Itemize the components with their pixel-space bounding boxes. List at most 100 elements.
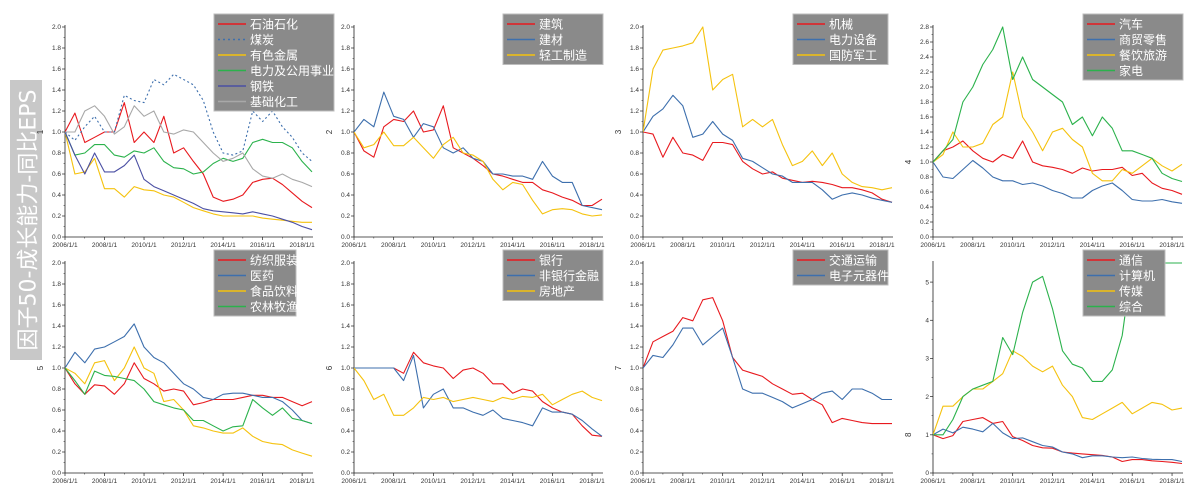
series-line-4	[65, 367, 313, 432]
y-tick-label: 1.6	[630, 302, 639, 309]
y-tick-label: 1.0	[341, 365, 350, 372]
series-line-4	[65, 131, 313, 175]
series-line-1	[354, 105, 603, 207]
x-tick-label: 2016/1/1	[250, 242, 276, 249]
chart-panel-1: 0.0 0.2 0.4 0.6 0.8 1.0 1.2 1.4 1.6 1.8 2.0 1 2006/1…	[36, 13, 335, 249]
x-tick-label: 2008/1/1	[960, 242, 986, 249]
legend-label: 电子元器件	[829, 269, 889, 283]
legend-label: 电力设备	[829, 33, 877, 47]
series-line-2	[65, 73, 313, 162]
chart-panel-7: 0.0 0.2 0.4 0.6 0.8 1.0 1.2 1.4 1.6 1.8 2.0 7 2006/1…	[614, 249, 895, 485]
x-tick-label: 2016/1/1	[250, 478, 276, 485]
y-tick-label: 1.0	[630, 129, 639, 136]
y-tick-label: 1.2	[341, 344, 350, 351]
legend-label: 传媒	[1119, 284, 1143, 299]
figure-title: 因子50-成长能力-同比EPS	[10, 80, 42, 360]
y-axis-title: 5	[36, 365, 45, 370]
y-tick-label: 0.6	[630, 171, 639, 178]
y-tick-label: 1.6	[52, 66, 61, 73]
y-tick-label: 0.0	[630, 234, 639, 241]
y-tick-label: 1.6	[920, 114, 929, 121]
y-tick-label: 0.0	[52, 234, 61, 241]
y-tick-label: 2.0	[341, 24, 350, 31]
y-tick-label: 1.2	[52, 344, 61, 351]
x-tick-label: 2016/1/1	[830, 242, 856, 249]
x-tick-label: 2014/1/1	[790, 242, 816, 249]
y-tick-label: 1.8	[630, 281, 639, 288]
y-tick-label: 0.6	[341, 171, 350, 178]
series-line-1	[643, 131, 893, 203]
legend-label: 汽车	[1119, 17, 1143, 32]
legend-label: 建材	[539, 33, 563, 47]
legend-label: 钢铁	[250, 80, 274, 94]
x-tick-label: 2008/1/1	[381, 478, 407, 485]
series-line-1	[643, 297, 892, 425]
y-tick-label: 1.0	[52, 129, 61, 136]
legend-label: 银行	[539, 254, 563, 268]
y-tick-label: 1	[925, 432, 929, 439]
x-tick-label: 2014/1/1	[210, 478, 236, 485]
legend-box	[213, 249, 297, 317]
y-tick-label: 1.2	[920, 144, 929, 151]
legend-label: 有色金属	[250, 48, 298, 63]
y-tick-label: 2.0	[630, 260, 639, 267]
series-line-2	[643, 327, 892, 409]
y-tick-label: 2.0	[920, 84, 929, 91]
y-tick-label: 1.4	[52, 323, 61, 330]
series-line-2	[933, 422, 1183, 463]
series-line-6	[65, 105, 313, 188]
y-tick-label: 0.2	[341, 449, 350, 456]
series-line-2	[354, 91, 603, 211]
y-tick-label: 0.2	[630, 449, 639, 456]
x-tick-label: 2018/1/1	[869, 242, 895, 249]
x-tick-label: 2010/1/1	[421, 242, 447, 249]
x-tick-label: 2018/1/1	[1159, 242, 1185, 249]
y-tick-label: 0.0	[341, 234, 350, 241]
y-tick-label: 0.4	[630, 192, 639, 199]
legend-label: 非银行金融	[539, 268, 599, 283]
legend-box	[213, 13, 335, 112]
x-tick-label: 2010/1/1	[421, 478, 447, 485]
y-tick-label: 0.0	[630, 470, 639, 477]
y-tick-label: 1.4	[341, 87, 350, 94]
y-tick-label: 2.2	[920, 69, 929, 76]
x-tick-label: 2018/1/1	[289, 478, 315, 485]
y-tick-label: 1.8	[52, 45, 61, 52]
legend-label: 轻工制造	[539, 49, 587, 63]
y-tick-label: 0.8	[52, 386, 61, 393]
y-tick-label: 1.8	[341, 45, 350, 52]
x-tick-label: 2006/1/1	[341, 242, 367, 249]
y-tick-label: 0.4	[630, 428, 639, 435]
legend-label: 国防军工	[829, 48, 877, 63]
x-tick-label: 2014/1/1	[1080, 478, 1106, 485]
x-tick-label: 2010/1/1	[131, 478, 157, 485]
series-line-3	[933, 71, 1183, 182]
x-tick-label: 2012/1/1	[750, 242, 776, 249]
x-tick-label: 2010/1/1	[131, 242, 157, 249]
y-axis-title: 3	[614, 129, 623, 134]
y-tick-label: 0	[925, 470, 929, 477]
x-tick-label: 2008/1/1	[960, 478, 986, 485]
x-tick-label: 2012/1/1	[460, 478, 486, 485]
x-tick-label: 2014/1/1	[790, 478, 816, 485]
series-line-1	[354, 351, 603, 437]
x-tick-label: 2014/1/1	[210, 242, 236, 249]
legend-label: 家电	[1119, 63, 1143, 78]
x-tick-label: 2008/1/1	[670, 242, 696, 249]
x-tick-label: 2008/1/1	[670, 478, 696, 485]
legend-label: 通信	[1119, 254, 1143, 268]
y-axis-title: 6	[325, 365, 334, 370]
series-line-2	[933, 159, 1183, 204]
y-axis-title: 2	[325, 129, 334, 134]
y-tick-label: 4	[925, 317, 929, 324]
y-tick-label: 1.2	[630, 108, 639, 115]
x-tick-label: 2008/1/1	[381, 242, 407, 249]
x-tick-label: 2010/1/1	[710, 478, 736, 485]
y-tick-label: 1.4	[630, 87, 639, 94]
series-line-5	[65, 131, 313, 231]
y-tick-label: 1.8	[630, 45, 639, 52]
x-tick-label: 2010/1/1	[1000, 478, 1026, 485]
